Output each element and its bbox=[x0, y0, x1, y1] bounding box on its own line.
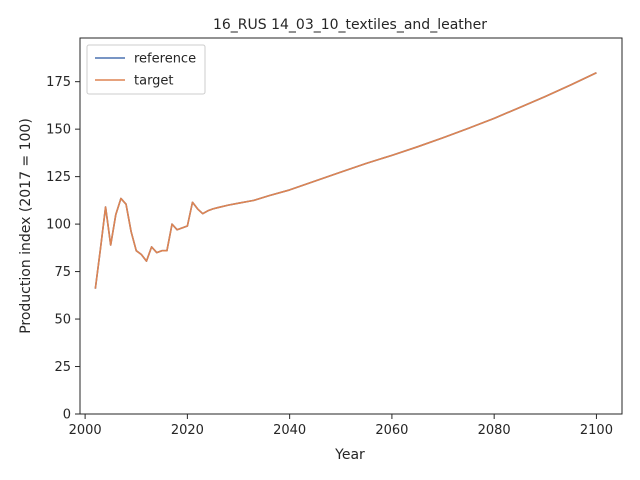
y-tick-label: 25 bbox=[54, 360, 71, 375]
y-tick-label: 125 bbox=[46, 170, 71, 185]
x-tick-label: 2100 bbox=[580, 423, 613, 438]
x-axis-label: Year bbox=[334, 447, 365, 463]
legend-label-reference: reference bbox=[134, 52, 196, 67]
legend-label-target: target bbox=[134, 74, 174, 89]
y-tick-label: 175 bbox=[46, 75, 71, 90]
series-line-target bbox=[94, 72, 597, 289]
x-tick-label: 2040 bbox=[273, 423, 306, 438]
y-tick-label: 0 bbox=[63, 408, 71, 423]
x-tick-label: 2080 bbox=[478, 423, 511, 438]
legend: reference target bbox=[86, 44, 206, 95]
x-tick-label: 2060 bbox=[375, 423, 408, 438]
ticks: 2000 2020 2040 2060 2080 2100 0 25 50 75 100 125 150… bbox=[46, 75, 613, 438]
y-axis-label: Production index (2017 = 100) bbox=[18, 118, 34, 334]
series-lines bbox=[94, 72, 597, 289]
y-tick-label: 50 bbox=[54, 313, 71, 328]
plot-area bbox=[79, 37, 623, 415]
x-tick-label: 2020 bbox=[171, 423, 204, 438]
x-tick-label: 2000 bbox=[69, 423, 102, 438]
y-tick-label: 150 bbox=[46, 123, 71, 138]
y-tick-label: 75 bbox=[54, 265, 71, 280]
y-tick-label: 100 bbox=[46, 218, 71, 233]
chart-title: 16_RUS 14_03_10_textiles_and_leather bbox=[213, 17, 487, 33]
